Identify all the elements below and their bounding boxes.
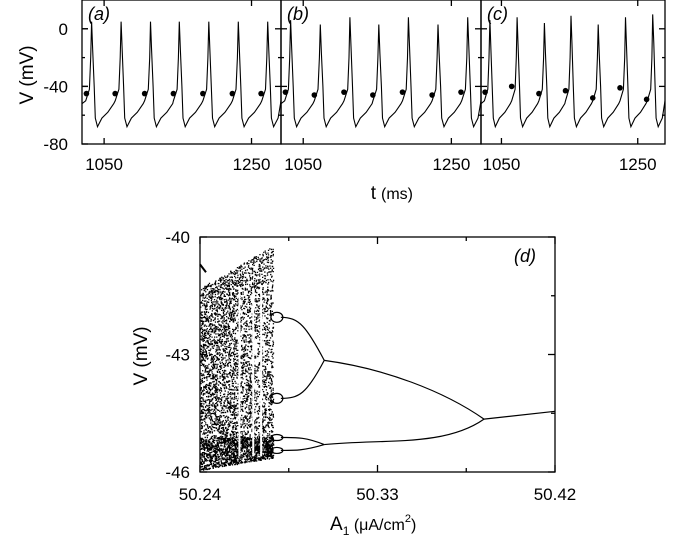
voltage-trace xyxy=(281,17,481,129)
section-marker xyxy=(200,90,206,97)
panel-frame xyxy=(480,0,666,145)
x-tick-label: 50.42 xyxy=(534,485,577,504)
x-tick-label: 50.24 xyxy=(179,485,222,504)
period2-lower-branch xyxy=(324,418,485,446)
section-marker xyxy=(112,90,118,97)
section-marker xyxy=(536,90,542,97)
x-tick-label: 1050 xyxy=(483,155,521,174)
panel-label: (b) xyxy=(287,4,309,24)
period2-upper-branch xyxy=(324,359,485,420)
periodic-window xyxy=(238,287,241,457)
section-marker xyxy=(341,89,347,95)
x-tick-label: 1050 xyxy=(85,155,123,174)
panel-b-trace: 1050 1250 (b) xyxy=(280,0,482,174)
section-marker xyxy=(141,90,148,97)
section-marker xyxy=(370,92,376,98)
top-y-axis-label: V (mV) xyxy=(17,45,38,104)
y-tick-label: -40 xyxy=(43,77,68,96)
section-marker xyxy=(458,89,464,95)
period4-lower-bottom xyxy=(280,444,325,452)
section-marker xyxy=(617,85,623,91)
y-tick-label: 0 xyxy=(59,20,68,39)
section-marker xyxy=(83,90,90,97)
top-x-axis-unit: (ms) xyxy=(381,186,413,203)
panel-d-bifurcation: 50.24 50.33 50.42 -40 -43 -46 (d) xyxy=(165,228,576,504)
period8-loop xyxy=(270,311,284,323)
section-marker xyxy=(508,83,515,90)
periodic-window xyxy=(252,287,255,457)
d-y-axis-label: V (mV) xyxy=(131,326,152,385)
y-tick-label: -40 xyxy=(165,228,190,247)
section-marker xyxy=(589,95,596,101)
period4-lower-top xyxy=(280,436,325,446)
chaos-edge xyxy=(199,263,207,273)
d-x-axis-label: A1 (μA/cm2) xyxy=(330,513,416,538)
panel-label: (c) xyxy=(487,4,508,24)
x-tick-label: 1250 xyxy=(233,155,271,174)
panel-a-trace: 1050 1250 0 -40 -80 (a) xyxy=(43,0,282,174)
panel-c-trace: 1050 1250 (c) xyxy=(480,0,666,174)
voltage-trace xyxy=(481,14,665,129)
period1-branch xyxy=(483,410,556,420)
section-marker xyxy=(643,96,650,103)
section-marker xyxy=(282,89,289,95)
panel-label: (d) xyxy=(514,246,536,266)
x-tick-label: 1050 xyxy=(284,155,322,174)
section-marker xyxy=(562,87,569,94)
section-marker xyxy=(399,89,406,95)
chaotic-points xyxy=(200,248,275,471)
periodic-window xyxy=(260,287,263,457)
y-tick-label: -46 xyxy=(165,463,190,482)
panel-label: (a) xyxy=(88,4,110,24)
x-tick-label: 1250 xyxy=(619,155,657,174)
section-marker xyxy=(229,90,236,97)
voltage-trace xyxy=(82,21,281,129)
section-marker xyxy=(311,92,318,98)
x-tick-label: 1250 xyxy=(432,155,470,174)
section-marker xyxy=(258,90,264,97)
y-tick-label: -43 xyxy=(165,346,190,365)
x-tick-label: 50.33 xyxy=(356,485,399,504)
chaotic-attractor-cloud xyxy=(200,248,275,471)
period4-upper-bottom xyxy=(280,360,325,399)
section-marker xyxy=(482,89,488,95)
section-marker xyxy=(429,92,435,98)
top-x-axis-label: t xyxy=(371,183,377,204)
period4-upper-top xyxy=(280,316,325,361)
section-marker xyxy=(170,90,177,97)
y-tick-label: -80 xyxy=(43,135,68,154)
